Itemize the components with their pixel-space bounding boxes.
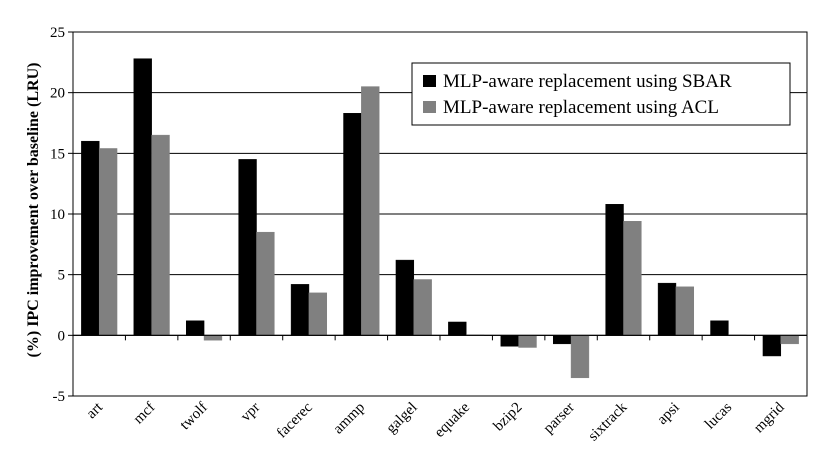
bar-sbar-lucas (710, 320, 729, 336)
bar-acl-mgrid (780, 335, 799, 345)
bar-acl-twolf (203, 335, 223, 341)
x-tick-label-apsi: apsi (654, 400, 682, 428)
bar-sbar-equake (448, 321, 467, 336)
x-tick-label-galgel: galgel (383, 400, 420, 437)
bar-sbar-galgel (395, 259, 415, 336)
bar-acl-apsi (675, 286, 695, 336)
bar-sbar-apsi (657, 282, 677, 336)
bar-sbar-art (81, 140, 100, 336)
x-tick-label-ammp: ammp (330, 400, 368, 438)
y-tick-label: 0 (58, 328, 66, 344)
bar-acl-art (98, 148, 118, 336)
y-tick-label: 15 (50, 146, 65, 162)
bar-acl-facerec (308, 292, 328, 336)
bar-sbar-twolf (185, 320, 205, 336)
bar-sbar-facerec (290, 284, 310, 336)
x-tick-label-bzip2: bzip2 (491, 400, 526, 435)
bar-acl-vpr (256, 231, 275, 336)
plot-frame (72, 31, 808, 397)
x-tick-label-twolf: twolf (177, 400, 211, 434)
y-tick-label: 25 (50, 25, 65, 41)
y-tick-label: 10 (50, 207, 65, 223)
legend: MLP-aware replacement using SBAR MLP-awar… (411, 62, 791, 126)
x-tick-label-facerec: facerec (274, 399, 316, 441)
bar-acl-parser (570, 335, 590, 379)
y-tick-label: 20 (50, 86, 65, 102)
y-tick-label: -5 (53, 389, 66, 405)
bar-acl-galgel (413, 279, 432, 336)
y-axis-label: (%) IPC improvement over baseline (LRU) (25, 63, 42, 358)
x-tick-label-mcf: mcf (131, 400, 159, 428)
bar-acl-sixtrack (623, 221, 642, 336)
bars (81, 58, 799, 379)
bar-sbar-parser (552, 335, 572, 345)
bar-acl-mcf (151, 134, 170, 336)
bar-sbar-mgrid (762, 335, 782, 357)
bar-sbar-mcf (133, 58, 152, 336)
x-tick-label-vpr: vpr (238, 400, 263, 425)
legend-label-sbar: MLP-aware replacement using SBAR (443, 71, 732, 92)
legend-swatch-acl (423, 101, 436, 113)
legend-swatch-sbar (423, 75, 436, 87)
legend-box (411, 62, 791, 126)
x-tick-label-lucas: lucas (702, 399, 735, 432)
y-tick-label: 5 (58, 268, 66, 284)
bar-sbar-bzip2 (500, 335, 519, 347)
bar-acl-bzip2 (518, 335, 537, 348)
legend-label-acl: MLP-aware replacement using ACL (443, 97, 719, 118)
bar-sbar-ammp (343, 113, 362, 336)
x-tick-label-sixtrack: sixtrack (585, 399, 630, 444)
bar-sbar-sixtrack (605, 204, 624, 336)
bar-sbar-vpr (238, 159, 257, 336)
bar-acl-ammp (361, 86, 380, 336)
x-tick-label-art: art (84, 399, 107, 422)
x-tick-label-mgrid: mgrid (751, 399, 788, 436)
x-tick-label-parser: parser (541, 400, 578, 437)
x-tick-label-equake: equake (432, 399, 474, 441)
